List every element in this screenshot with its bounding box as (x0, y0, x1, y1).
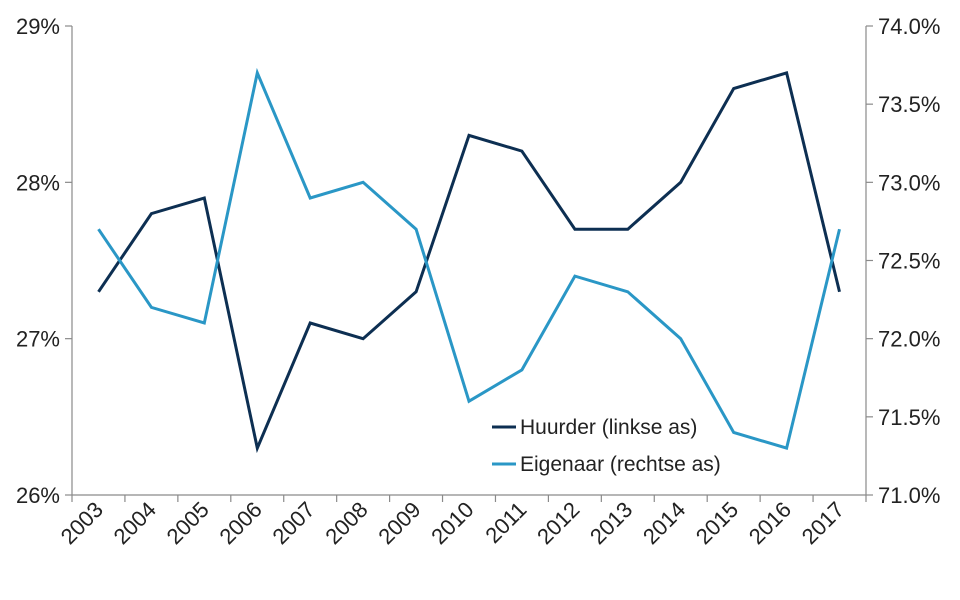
left-axis-ticks: 26% 27% 28% 29% (16, 14, 72, 508)
left-tick-label: 29% (16, 14, 60, 39)
x-tick-label: 2016 (744, 497, 796, 549)
x-tick-label: 2010 (426, 497, 478, 549)
x-axis-ticks: 2003 2004 2005 2006 2007 2008 2009 2010 2011 2012… (56, 495, 867, 549)
right-tick-label: 74.0% (878, 14, 940, 39)
right-tick-label: 71.0% (878, 483, 940, 508)
right-tick-label: 71.5% (878, 405, 940, 430)
x-tick-label: 2006 (215, 497, 267, 549)
series-line-huurder (97, 71, 841, 454)
legend-label: Eigenaar (rechtse as) (520, 453, 721, 476)
x-tick-label: 2005 (162, 497, 214, 549)
right-tick-label: 72.0% (878, 327, 940, 352)
x-tick-label: 2009 (373, 497, 425, 549)
legend-label: Huurder (linkse as) (520, 416, 697, 439)
x-tick-label: 2013 (585, 497, 637, 549)
x-tick-label: 2015 (691, 497, 743, 549)
x-tick-label: 2012 (532, 497, 584, 549)
x-tick-label: 2007 (267, 497, 319, 549)
series-lines (97, 67, 841, 454)
x-tick-label: 2014 (638, 497, 690, 549)
right-axis-ticks: 71.0% 71.5% 72.0% 72.5% 73.0% 73.5% 74.0% (866, 14, 940, 508)
x-tick-label: 2004 (109, 497, 161, 549)
x-tick-label: 2017 (797, 497, 849, 549)
x-tick-label: 2008 (320, 497, 372, 549)
right-tick-label: 73.0% (878, 170, 940, 195)
x-tick-label: 2011 (480, 497, 531, 548)
legend: Huurder (linkse as) Eigenaar (rechtse as) (492, 416, 721, 476)
x-tick-label: 2003 (56, 497, 108, 549)
axes (71, 26, 867, 496)
series-line-eigenaar (97, 67, 841, 450)
left-tick-label: 28% (16, 170, 60, 195)
right-tick-label: 73.5% (878, 92, 940, 117)
right-tick-label: 72.5% (878, 249, 940, 274)
left-tick-label: 26% (16, 483, 60, 508)
left-tick-label: 27% (16, 327, 60, 352)
